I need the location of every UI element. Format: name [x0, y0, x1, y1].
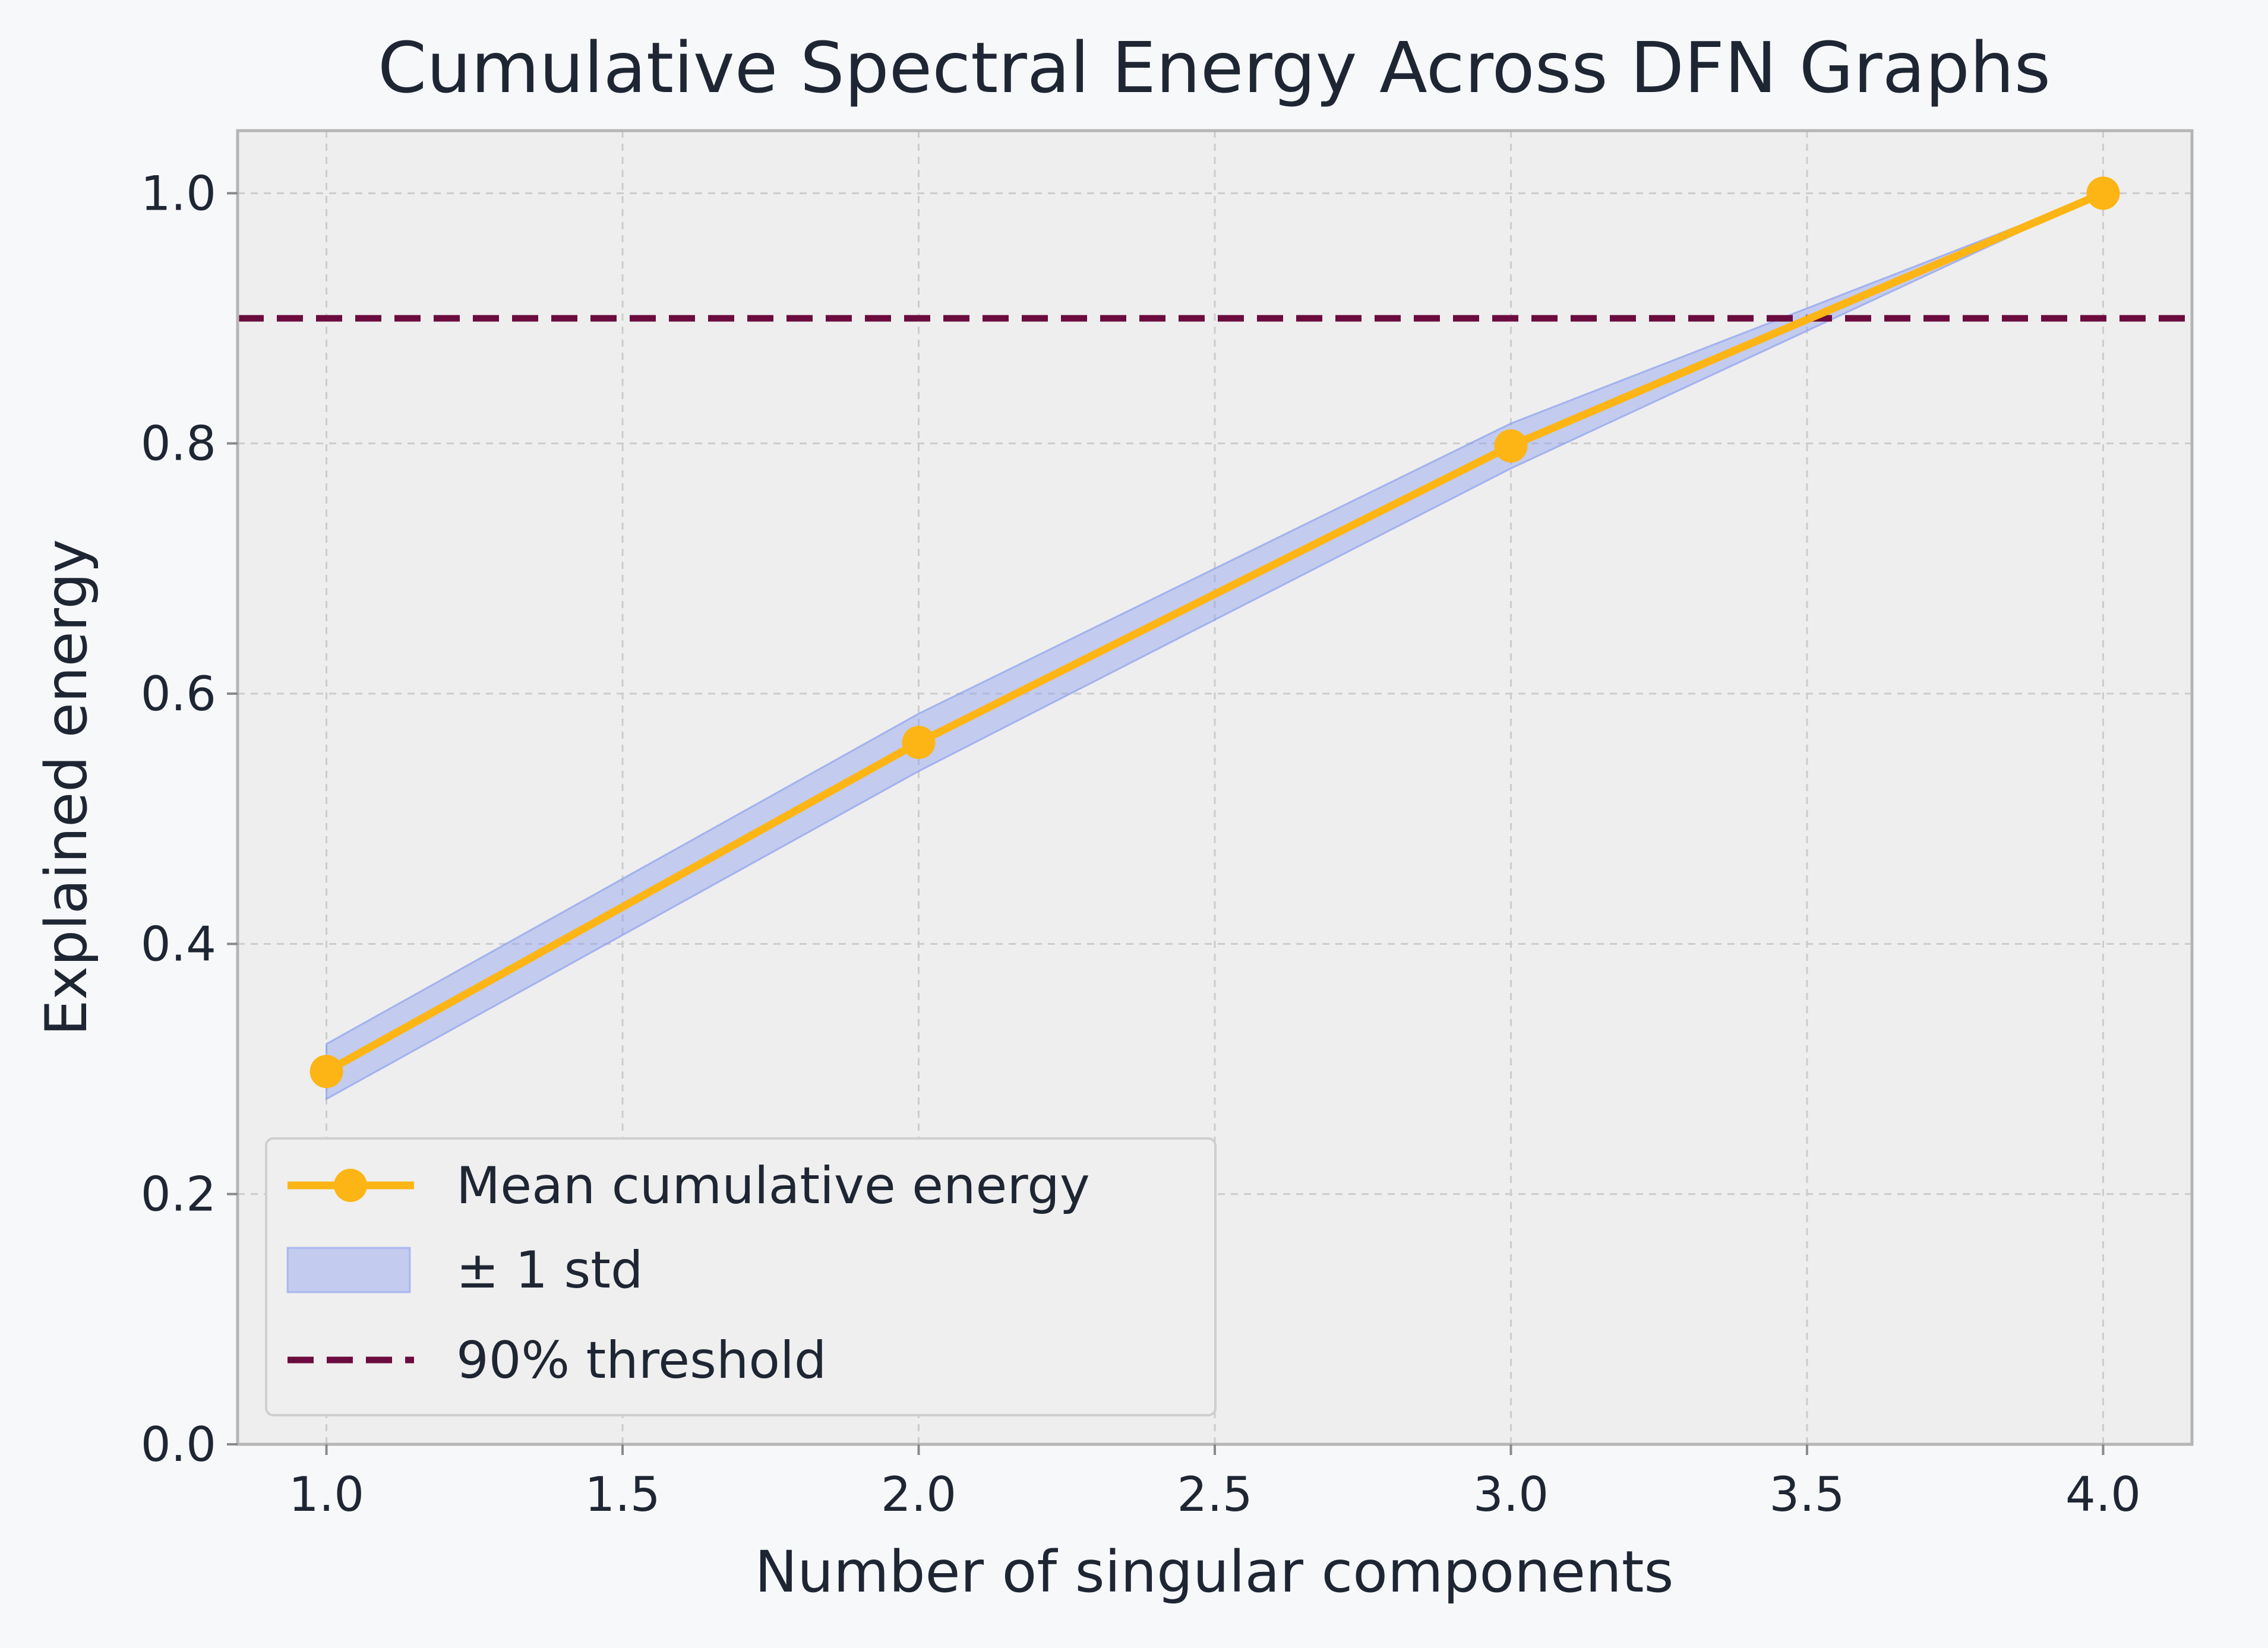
mean-energy-point	[2086, 176, 2120, 210]
y-tick-label: 0.6	[141, 666, 216, 722]
x-tick-label: 1.5	[585, 1467, 660, 1522]
legend-label-threshold: 90% threshold	[456, 1331, 827, 1390]
mean-energy-point	[1494, 429, 1528, 463]
legend-label-band: ± 1 std	[456, 1241, 643, 1300]
x-tick-label: 2.0	[881, 1467, 956, 1522]
y-tick-label: 0.8	[141, 416, 216, 472]
y-axis-label: Explained energy	[33, 539, 100, 1036]
y-tick-label: 0.4	[141, 916, 216, 972]
legend-marker-swatch	[334, 1169, 367, 1202]
x-tick-label: 3.0	[1473, 1467, 1549, 1522]
mean-energy-point	[309, 1055, 343, 1089]
x-tick-label: 2.5	[1177, 1467, 1252, 1522]
y-tick-label: 0.0	[141, 1417, 216, 1472]
x-tick-label: 1.0	[289, 1467, 364, 1522]
x-tick-label: 4.0	[2065, 1467, 2141, 1522]
series-layer	[309, 176, 2120, 1089]
legend: Mean cumulative energy ± 1 std 90% thres…	[265, 1137, 1217, 1416]
legend-label-mean: Mean cumulative energy	[456, 1156, 1090, 1216]
chart-title: Cumulative Spectral Energy Across DFN Gr…	[378, 27, 2051, 109]
std-band-layer	[326, 192, 2104, 1101]
legend-band-swatch	[286, 1247, 411, 1293]
y-tick-label: 1.0	[141, 166, 216, 221]
std-band	[326, 192, 2104, 1101]
grid-lines	[238, 131, 2192, 1445]
x-tick-label: 3.5	[1769, 1467, 1844, 1522]
x-axis-label: Number of singular components	[754, 1539, 1673, 1605]
mean-energy-point	[902, 726, 936, 760]
mean-energy-line	[323, 189, 2107, 1076]
axis-ticks: 1.0 1.5 2.0 2.5 3.0 3.5 4.0 0.0 0.2 0.4 0.6 0.8 1.0	[141, 166, 2141, 1522]
legend-box	[265, 1137, 1217, 1416]
y-tick-label: 0.2	[141, 1167, 216, 1222]
